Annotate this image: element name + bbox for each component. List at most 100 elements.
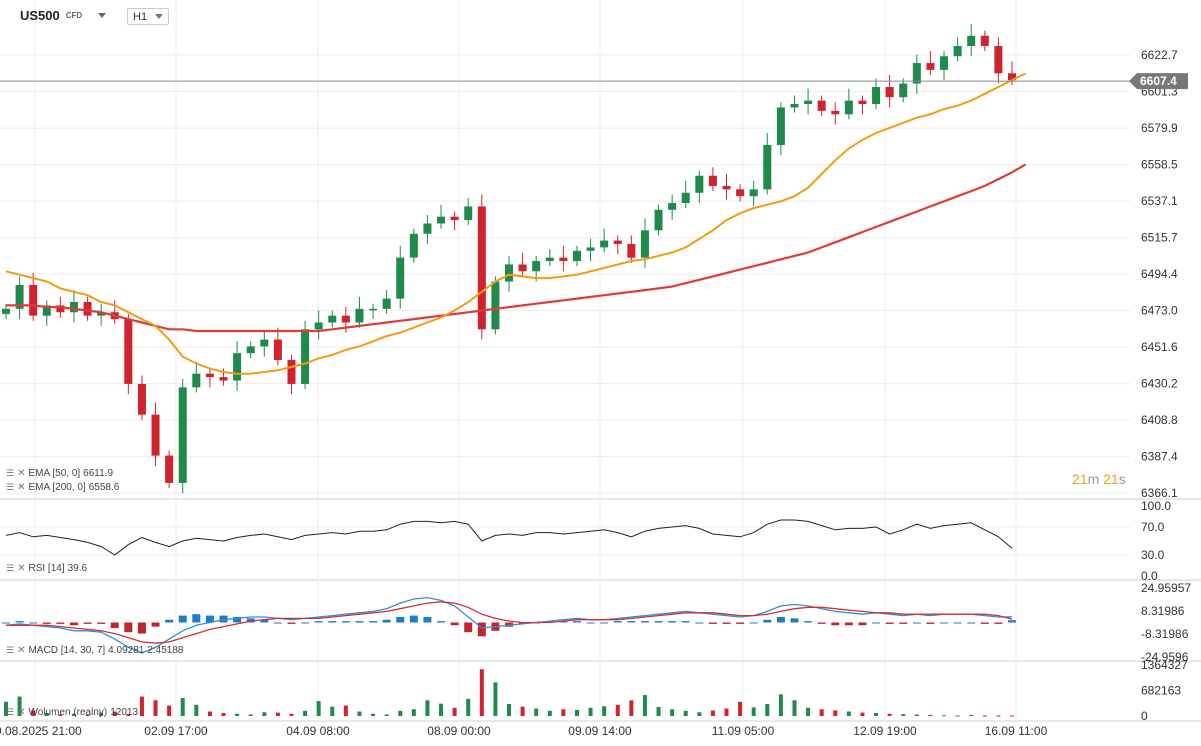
close-icon[interactable]: ✕ [17, 645, 26, 656]
close-icon[interactable]: ✕ [17, 563, 26, 574]
time-tick-label: 11.09 05:00 [712, 724, 775, 738]
volume-bar-up [180, 698, 185, 716]
candle-down [273, 339, 282, 361]
macd-histogram-bar [151, 622, 160, 627]
volume-bar-up [765, 704, 770, 716]
volume-bar-up [942, 715, 947, 717]
settings-icon[interactable]: ☰ [6, 482, 15, 492]
candle-up [69, 302, 78, 313]
candle-up [804, 100, 813, 105]
volume-bar-down [629, 700, 634, 716]
close-icon[interactable]: ✕ [17, 482, 26, 493]
volume-bar-up [642, 695, 647, 716]
candle-down [817, 100, 826, 111]
volume-bar-down [860, 712, 865, 716]
volume-bar-up [493, 682, 498, 716]
macd-histogram-bar [804, 621, 813, 623]
time-tick-label: 12.09 19:00 [853, 724, 917, 738]
candle-down [926, 63, 935, 70]
macd-histogram-bar [790, 618, 799, 623]
settings-icon[interactable]: ☰ [6, 645, 15, 655]
time-tick-label: 29.08.2025 21:00 [0, 724, 82, 738]
candle-down [151, 414, 160, 456]
macd-histogram-bar [940, 622, 949, 624]
volume-bar-up [44, 713, 49, 716]
macd-histogram-bar [382, 619, 391, 623]
candle-up [2, 308, 10, 314]
volume-bar-down [520, 706, 525, 716]
macd-histogram-bar [831, 622, 840, 626]
macd-histogram-bar [124, 622, 133, 633]
volume-bar-up [71, 713, 76, 716]
volume-bar-down [343, 705, 348, 716]
candle-down [83, 302, 92, 316]
macd-histogram-bar [83, 622, 92, 624]
macd-histogram-bar [233, 616, 242, 623]
settings-icon[interactable]: ☰ [6, 707, 15, 717]
chevron-down-icon [155, 14, 163, 19]
volume-bar-down [982, 715, 987, 717]
candle-down [980, 35, 989, 46]
volume-bar-down [31, 710, 36, 716]
candle-up [355, 308, 364, 323]
instrument-header: US500 CFD [20, 8, 107, 23]
volume-bar-down [126, 714, 131, 716]
candle-up [872, 86, 881, 105]
settings-icon[interactable]: ☰ [6, 468, 15, 478]
macd-histogram-bar [749, 622, 758, 624]
macd-histogram-bar [56, 622, 65, 624]
volume-bar-up [955, 715, 960, 717]
candle-up [654, 209, 663, 231]
macd-histogram-bar [192, 614, 201, 623]
volume-bar-up [398, 710, 403, 716]
macd-histogram-bar [246, 618, 255, 623]
macd-line [5, 596, 1013, 654]
countdown-seconds: 21 [1103, 471, 1119, 487]
close-icon[interactable]: ✕ [17, 707, 26, 718]
macd-histogram-bar [559, 621, 568, 623]
ema50-label: EMA [50, 0] [28, 468, 81, 479]
volume-bar-up [778, 694, 783, 716]
volume-bar-up [357, 711, 362, 716]
candle-up [532, 261, 541, 272]
macd-histogram-bar [178, 615, 187, 623]
macd-histogram-bar [572, 621, 581, 623]
price-tick-label: 6579.9 [1141, 121, 1178, 135]
symbol-dropdown-icon[interactable] [98, 13, 107, 18]
macd-histogram-bar [899, 622, 908, 624]
candle-up [749, 189, 758, 197]
volume-bar-down [710, 710, 715, 716]
macd-histogram-bar [396, 616, 405, 623]
volume-bar-up [248, 714, 253, 716]
candle-down [477, 206, 486, 330]
candle-up [776, 107, 785, 145]
volume-bar-down [479, 669, 484, 716]
timeframe-select[interactable]: H1 [127, 8, 169, 25]
settings-icon[interactable]: ☰ [6, 563, 15, 573]
macd-histogram-bar [681, 621, 690, 623]
volume-bar-up [303, 710, 308, 716]
volume-bar-up [846, 711, 851, 716]
volume-bar-down [289, 713, 294, 716]
volume-bar-up [914, 714, 919, 716]
rsi-tick-label: 70.0 [1141, 520, 1165, 534]
close-icon[interactable]: ✕ [17, 468, 26, 479]
time-tick-label: 08.09 00:00 [427, 724, 491, 738]
candle-down [287, 360, 296, 384]
symbol-label[interactable]: US500 [20, 8, 60, 23]
volume-bar-up [507, 704, 511, 716]
macd-tick-label: -24.9596 [1141, 650, 1189, 664]
volume-bar-down [275, 712, 280, 716]
volume-bar-down [561, 709, 566, 716]
volume-bar-down [724, 708, 729, 716]
candle-up [505, 264, 513, 282]
legend-ema50: ☰ ✕ EMA [50, 0] 6611.9 [6, 468, 113, 479]
macd-histogram-bar [29, 622, 38, 624]
ema200-label: EMA [200, 0] [28, 482, 86, 493]
volume-bar-up [4, 701, 8, 716]
candle-up [396, 257, 405, 299]
candle-up [314, 322, 323, 330]
macd-histogram-bar [872, 622, 881, 624]
candle-up [844, 100, 853, 115]
